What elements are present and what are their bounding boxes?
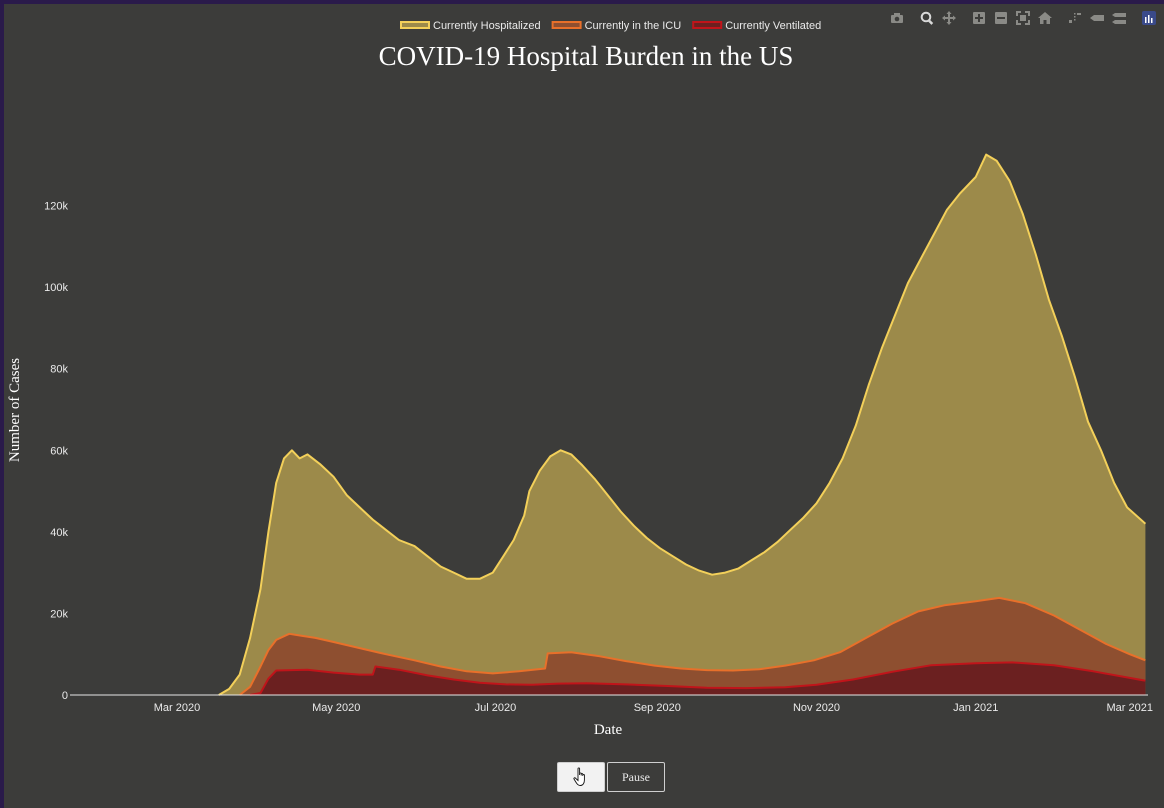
- autoscale-icon[interactable]: [1012, 8, 1034, 28]
- x-tick-label: Nov 2020: [793, 702, 840, 714]
- pan-icon[interactable]: [938, 8, 960, 28]
- x-tick-label: Sep 2020: [634, 702, 681, 714]
- legend: Currently Hospitalized Currently in the I…: [400, 20, 821, 32]
- y-tick-label: 40k: [50, 527, 68, 539]
- chart-title: COVID-19 Hospital Burden in the US: [379, 41, 794, 71]
- legend-item-currently-hospitalized[interactable]: Currently Hospitalized: [400, 20, 541, 32]
- area-layer: [218, 153, 1147, 696]
- pause-button[interactable]: Pause: [607, 762, 665, 792]
- line-currently-in-the-icu: [239, 596, 1146, 696]
- y-tick-label: 120k: [44, 201, 68, 213]
- legend-swatch: [692, 21, 723, 29]
- line-currently-hospitalized: [218, 153, 1147, 696]
- y-tick-label: 20k: [50, 608, 68, 620]
- line-currently-ventilated: [249, 661, 1146, 696]
- plot-container: COVID-19 Hospital Burden in the US Curre…: [4, 4, 1164, 808]
- y-tick-label: 100k: [44, 282, 68, 294]
- zoom-icon[interactable]: [916, 8, 938, 28]
- reset-axes-icon[interactable]: [1034, 8, 1056, 28]
- x-tick-label: Jul 2020: [475, 702, 517, 714]
- zoom-out-icon[interactable]: [990, 8, 1012, 28]
- hover-compare-icon[interactable]: [1108, 8, 1130, 28]
- axis-layer: 0 20k 40k 60k 80k 100k 120k Mar 2020 May 2020 Jul…: [44, 201, 1153, 714]
- legend-item-currently-in-the-icu[interactable]: Currently in the ICU: [551, 20, 682, 32]
- play-button[interactable]: [557, 762, 605, 792]
- area-currently-hospitalized: [218, 154, 1146, 696]
- y-axis-label: Number of Cases: [7, 358, 23, 462]
- y-tick-label: 80k: [50, 364, 68, 376]
- plotly-logo-icon[interactable]: [1138, 8, 1160, 28]
- legend-swatch: [400, 21, 430, 29]
- area-currently-ventilated: [250, 662, 1146, 695]
- zoom-in-icon[interactable]: [968, 8, 990, 28]
- legend-label: Currently Ventilated: [725, 20, 821, 32]
- legend-label: Currently Hospitalized: [433, 20, 541, 32]
- chart-canvas[interactable]: COVID-19 Hospital Burden in the US Curre…: [4, 4, 1164, 808]
- modebar: [886, 8, 1160, 28]
- legend-swatch: [551, 21, 582, 29]
- x-tick-label: Mar 2021: [1106, 702, 1152, 714]
- y-tick-label: 60k: [50, 445, 68, 457]
- y-tick-label: 0: [62, 690, 68, 702]
- legend-item-currently-ventilated[interactable]: Currently Ventilated: [692, 20, 821, 32]
- hover-closest-icon[interactable]: [1086, 8, 1108, 28]
- spike-lines-icon[interactable]: [1064, 8, 1086, 28]
- x-tick-label: Mar 2020: [154, 702, 200, 714]
- hand-cursor-icon: [573, 767, 585, 786]
- animation-controls: Pause: [557, 762, 665, 792]
- camera-icon[interactable]: [886, 8, 908, 28]
- legend-label: Currently in the ICU: [585, 20, 682, 32]
- x-tick-label: May 2020: [312, 702, 360, 714]
- x-tick-label: Jan 2021: [953, 702, 998, 714]
- x-axis-label: Date: [594, 722, 623, 738]
